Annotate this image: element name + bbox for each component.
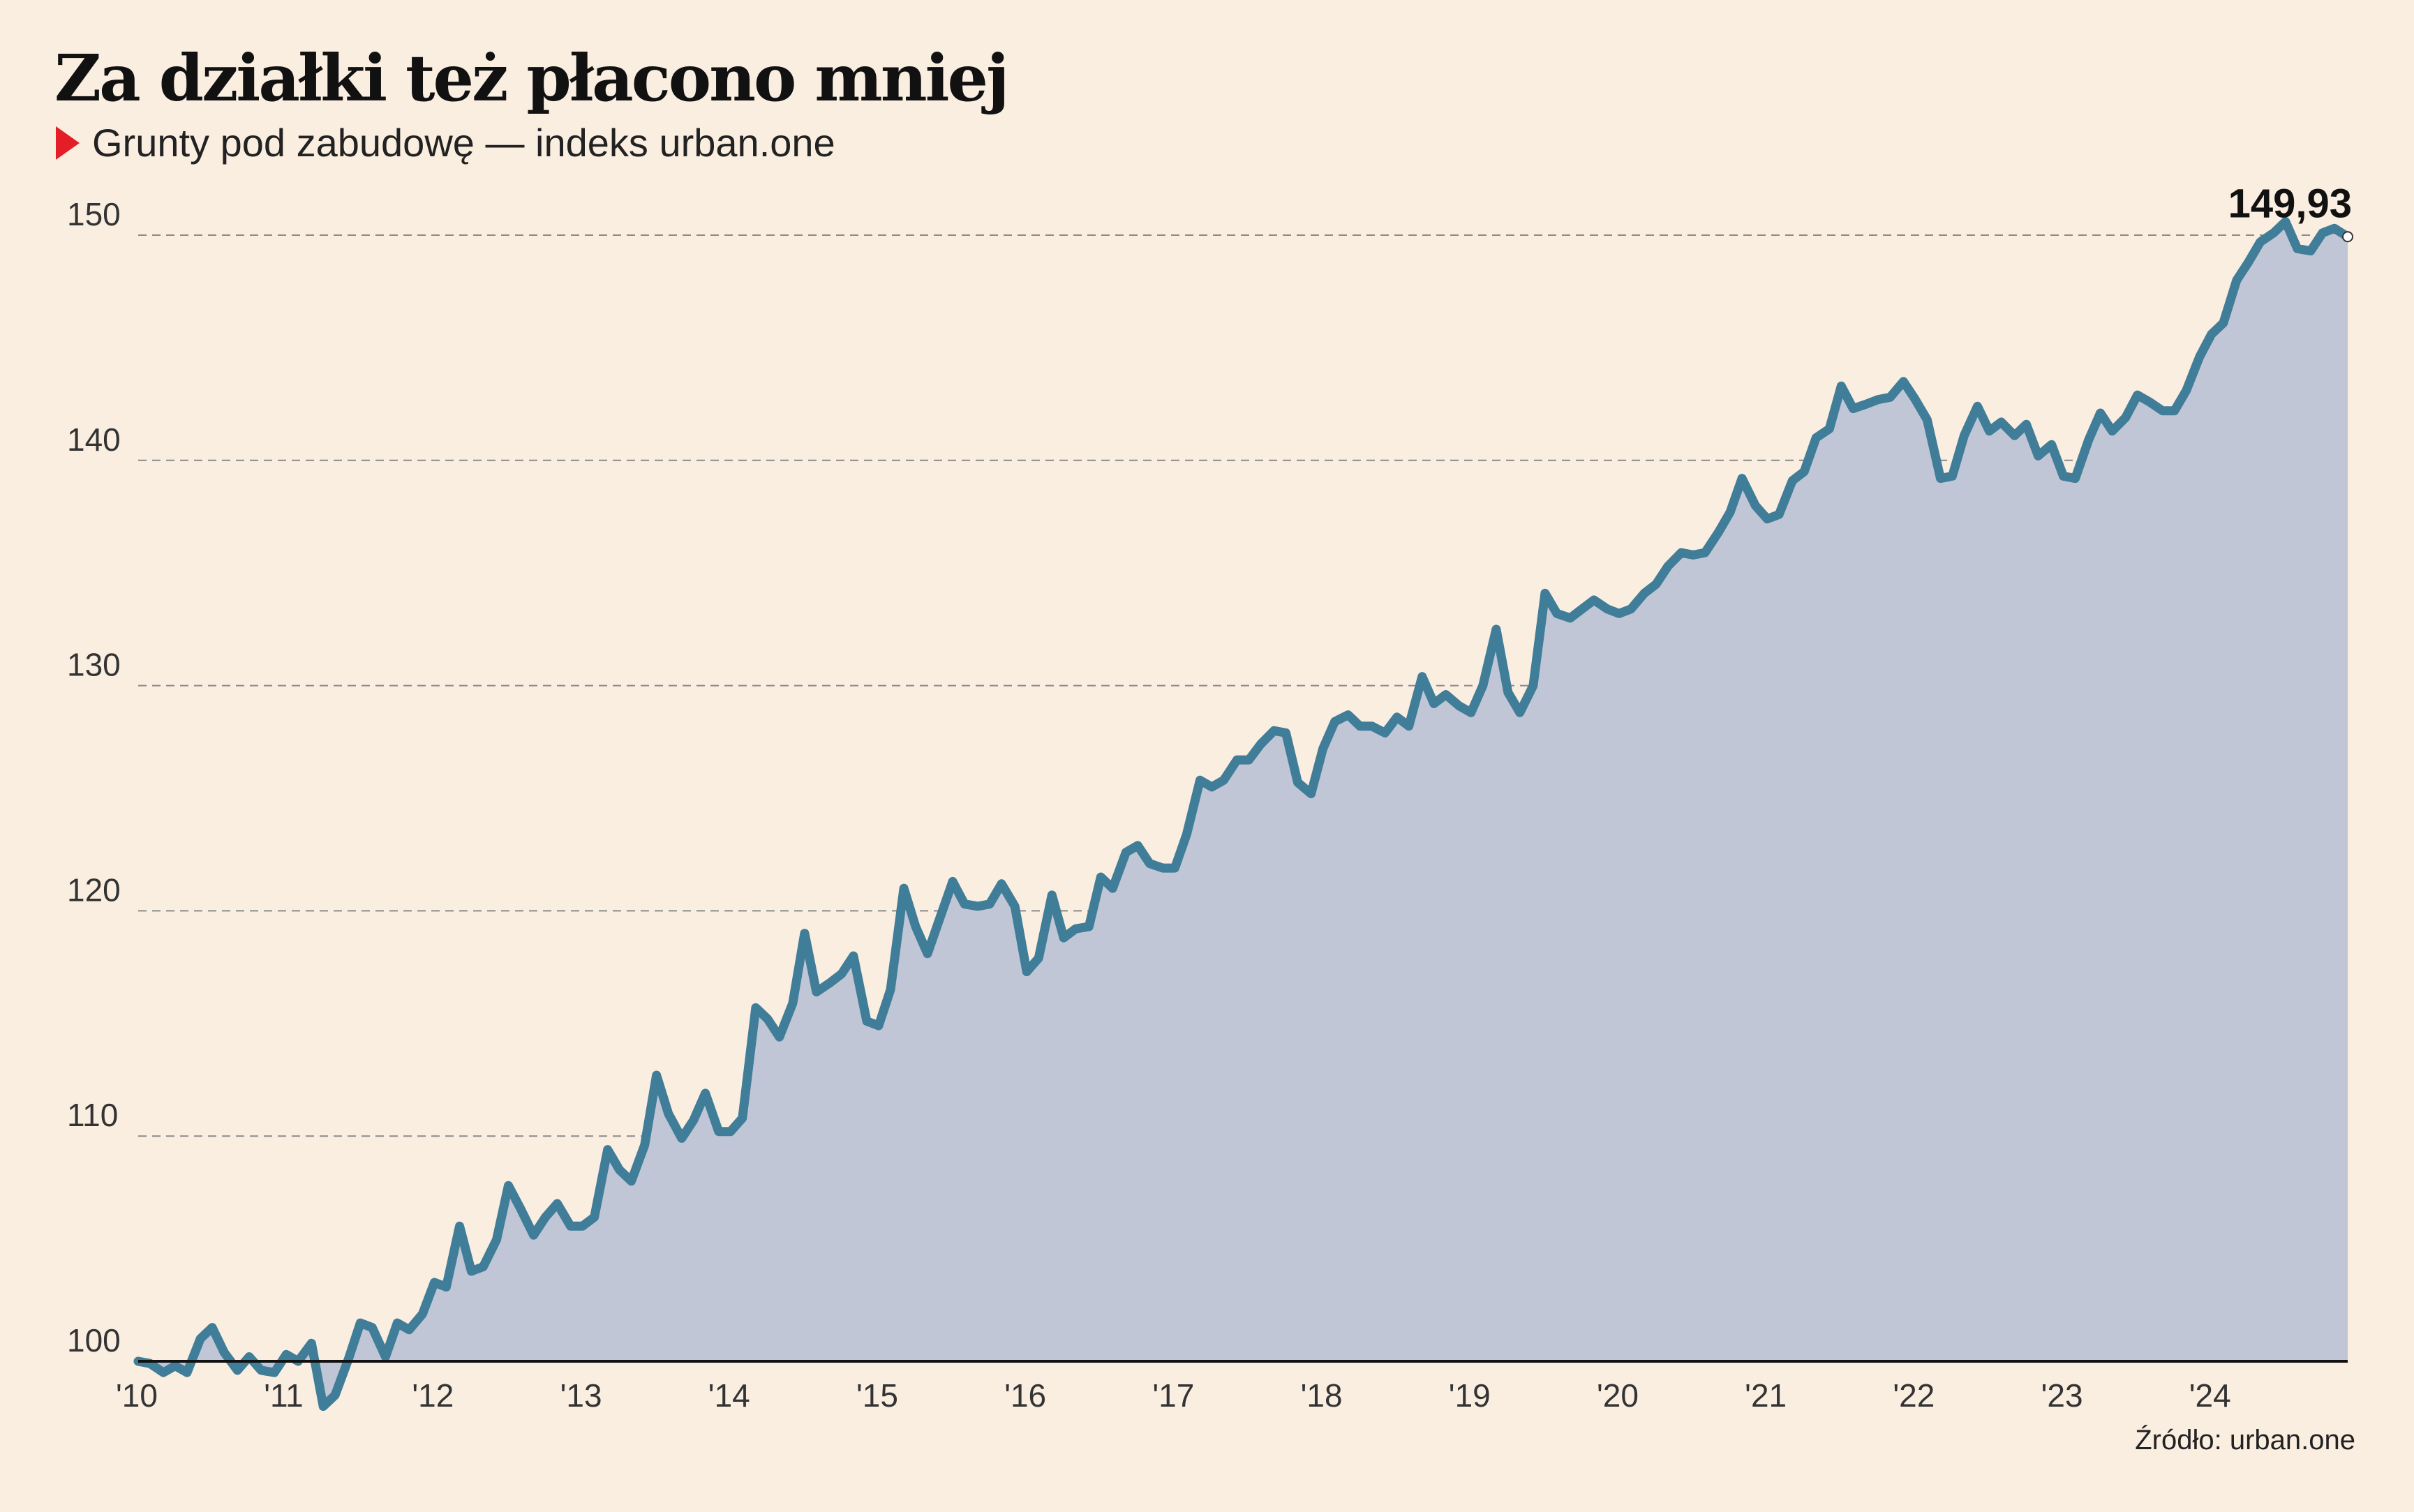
- series-area: [138, 221, 2348, 1407]
- y-tick-label: 130: [67, 647, 121, 683]
- source-note: Źródło: urban.one: [2135, 1425, 2355, 1455]
- end-point-marker: [2342, 231, 2353, 243]
- x-tick-label: '22: [1893, 1377, 1935, 1414]
- y-tick-label: 100: [67, 1322, 121, 1358]
- x-tick-label: '19: [1449, 1377, 1491, 1414]
- x-tick-label: '16: [1004, 1377, 1046, 1414]
- y-tick-label: 110: [67, 1097, 118, 1133]
- end-value-label: 149,93: [2228, 181, 2352, 226]
- x-tick-label: '20: [1597, 1377, 1639, 1414]
- y-tick-label: 150: [67, 196, 121, 232]
- subtitle-row: Grunty pod zabudowę — indeks urban.one: [56, 120, 835, 165]
- x-tick-label: '14: [708, 1377, 750, 1414]
- x-tick-label: '13: [560, 1377, 602, 1414]
- series-line: [133, 217, 2353, 1412]
- x-tick-label: '12: [412, 1377, 454, 1414]
- series-index: [133, 217, 2353, 1412]
- y-axis-tick-labels: 100 110 120 130 140 150: [67, 196, 121, 1358]
- x-tick-label: '11: [264, 1377, 304, 1414]
- end-annotation: 149,93: [2228, 181, 2353, 243]
- x-tick-label: '21: [1745, 1377, 1787, 1414]
- x-tick-label: '23: [2041, 1377, 2083, 1414]
- x-tick-label: '24: [2189, 1377, 2231, 1414]
- x-tick-label: '18: [1301, 1377, 1343, 1414]
- chart-title: Za działki też płacono mniej: [54, 40, 1009, 116]
- chart-subtitle: Grunty pod zabudowę — indeks urban.one: [92, 121, 835, 165]
- y-tick-label: 140: [67, 421, 121, 458]
- x-tick-label: '15: [856, 1377, 898, 1414]
- x-tick-label: '10: [116, 1377, 158, 1414]
- y-tick-label: 120: [67, 871, 121, 908]
- x-axis-tick-labels: '10 '11 '12 '13 '14 '15 '16 '17 '18 '19 '20 '21 '22 '…: [116, 1360, 2348, 1414]
- x-tick-label: '17: [1152, 1377, 1194, 1414]
- triangle-marker-icon: [56, 126, 80, 160]
